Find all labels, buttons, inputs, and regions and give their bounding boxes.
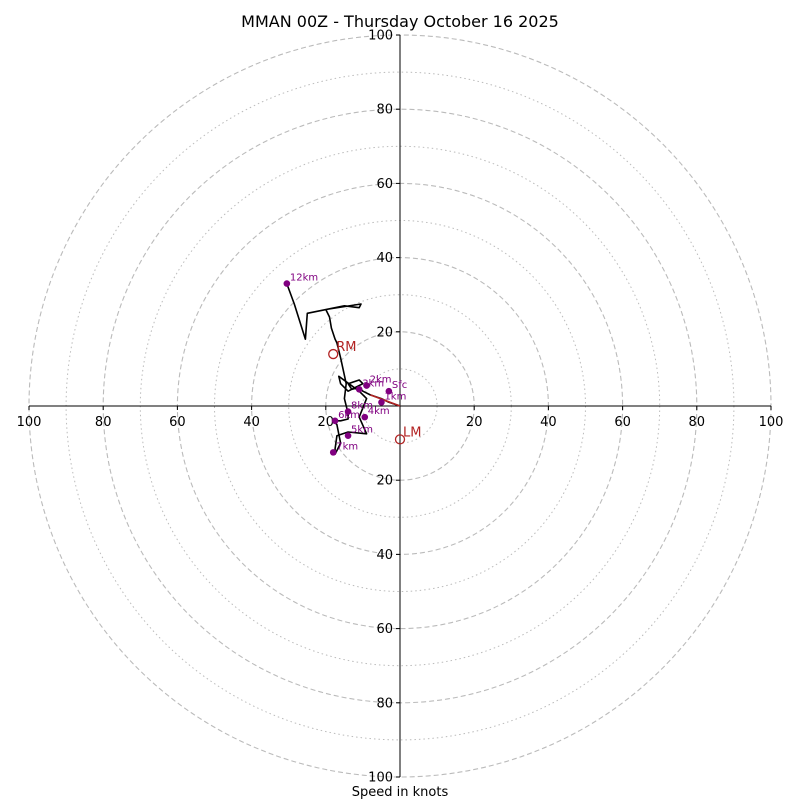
x-tick-label: 20 bbox=[318, 415, 335, 430]
storm-motion-rm-marker bbox=[328, 348, 339, 360]
chart-title: MMAN 00Z - Thursday October 16 2025 bbox=[241, 12, 559, 31]
y-tick-label: 40 bbox=[376, 548, 393, 563]
height-marker-Sfc bbox=[385, 387, 393, 395]
height-label-6km: 6km bbox=[338, 410, 360, 421]
wind-trace-line bbox=[286, 283, 401, 456]
storm-motion-rm-label: RM bbox=[336, 340, 356, 355]
height-marker-8km bbox=[344, 408, 352, 415]
y-tick-label: 100 bbox=[368, 29, 393, 44]
x-tick-label: 60 bbox=[169, 415, 186, 430]
y-tick-label: 60 bbox=[376, 177, 393, 192]
height-marker-7km bbox=[329, 449, 337, 456]
height-label-1km: 1km bbox=[384, 391, 406, 402]
x-tick-label: 40 bbox=[540, 415, 557, 430]
height-marker-6km bbox=[331, 417, 339, 425]
height-marker-4km bbox=[361, 413, 369, 421]
height-label-3km: 3km bbox=[362, 378, 384, 389]
height-label-4km: 4km bbox=[368, 406, 390, 417]
height-marker-3km bbox=[355, 386, 363, 393]
y-tick-label: 80 bbox=[376, 103, 393, 118]
y-tick-label: 80 bbox=[376, 696, 393, 711]
x-axis-label: Speed in knots bbox=[352, 785, 449, 800]
y-tick-label: 60 bbox=[376, 622, 393, 637]
height-marker-12km bbox=[283, 280, 291, 287]
height-marker-2km bbox=[363, 382, 370, 389]
y-tick-label: 100 bbox=[368, 771, 393, 786]
x-tick-label: 40 bbox=[243, 415, 260, 430]
x-tick-label: 100 bbox=[17, 415, 42, 430]
x-tick-label: 100 bbox=[759, 415, 784, 430]
x-tick-label: 60 bbox=[614, 415, 631, 430]
height-label-7km: 7km bbox=[336, 441, 358, 452]
low-level-shear-line bbox=[370, 394, 401, 407]
height-marker-1km bbox=[378, 398, 385, 406]
storm-motion-lm-label: LM bbox=[403, 425, 421, 440]
height-label-12km: 12km bbox=[290, 273, 318, 284]
height-label-Sfc: Sfc bbox=[392, 380, 407, 391]
height-label-5km: 5km bbox=[351, 425, 373, 436]
y-tick-label: 20 bbox=[376, 474, 393, 489]
height-label-8km: 8km bbox=[351, 401, 373, 412]
storm-motion-markers: RM LM bbox=[328, 340, 421, 445]
height-marker-5km bbox=[344, 432, 352, 439]
y-tick-label: 40 bbox=[376, 251, 393, 266]
storm-motion-lm-marker bbox=[394, 434, 406, 445]
wind-trace bbox=[286, 283, 401, 456]
x-tick-label: 80 bbox=[689, 415, 706, 430]
x-tick-label: 20 bbox=[466, 415, 483, 430]
x-tick-label: 80 bbox=[95, 415, 112, 430]
height-label-2km: 2km bbox=[370, 375, 392, 386]
y-tick-label: 20 bbox=[376, 325, 393, 340]
tick-labels: 20 20 20 20 40 40 40 40 60 60 60 60 80 80 80 80 100 100 10… bbox=[17, 29, 784, 786]
